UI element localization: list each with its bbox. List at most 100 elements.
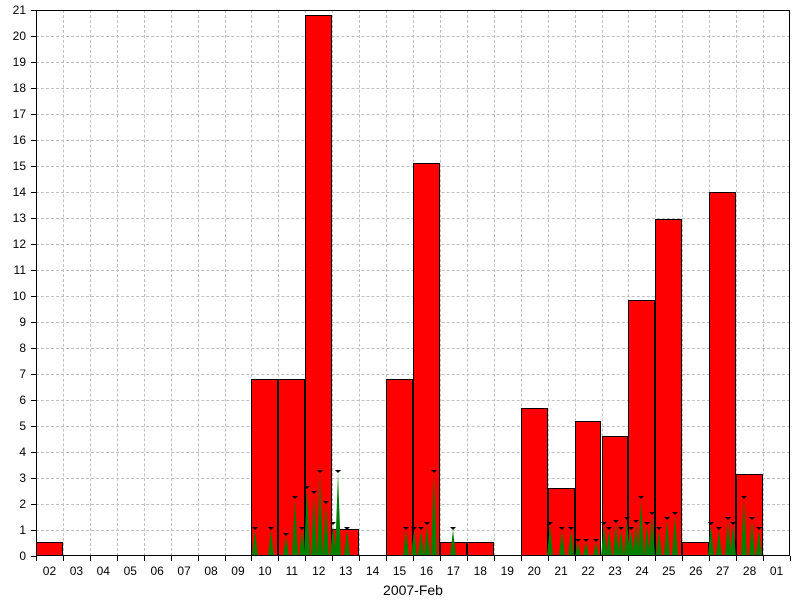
- y-tick-mark: [31, 166, 36, 167]
- spike: [749, 517, 755, 556]
- y-tick-label: 12: [0, 237, 26, 251]
- spike: [424, 522, 430, 556]
- x-tick-mark: [63, 556, 64, 561]
- x-tick-mark: [90, 556, 91, 561]
- bar: [386, 379, 413, 556]
- x-tick-mark: [467, 556, 468, 561]
- x-tick-mark: [494, 556, 495, 561]
- grid-line-vertical: [90, 10, 91, 556]
- x-tick-label: 10: [258, 564, 271, 578]
- spike: [568, 527, 574, 556]
- x-tick-label: 03: [70, 564, 83, 578]
- x-tick-label: 23: [608, 564, 621, 578]
- bar: [709, 192, 736, 556]
- x-tick-label: 07: [177, 564, 190, 578]
- bar: [521, 408, 548, 556]
- y-tick-mark: [31, 88, 36, 89]
- x-tick-mark: [144, 556, 145, 561]
- spike: [593, 539, 599, 556]
- x-tick-mark: [548, 556, 549, 561]
- y-tick-mark: [31, 114, 36, 115]
- y-tick-mark: [31, 478, 36, 479]
- y-tick-label: 2: [0, 497, 26, 511]
- y-tick-mark: [31, 192, 36, 193]
- y-tick-mark: [31, 530, 36, 531]
- x-tick-mark: [117, 556, 118, 561]
- y-tick-label: 3: [0, 471, 26, 485]
- grid-line-vertical: [763, 10, 764, 556]
- spike: [252, 527, 258, 556]
- x-tick-mark: [386, 556, 387, 561]
- x-tick-label: 14: [366, 564, 379, 578]
- spike: [418, 527, 424, 556]
- x-tick-label: 22: [581, 564, 594, 578]
- y-tick-label: 0: [0, 549, 26, 563]
- spike: [656, 527, 662, 556]
- x-tick-label: 08: [204, 564, 217, 578]
- y-tick-label: 8: [0, 341, 26, 355]
- x-tick-mark: [413, 556, 414, 561]
- x-tick-mark: [575, 556, 576, 561]
- spike: [304, 486, 310, 556]
- y-tick-mark: [31, 218, 36, 219]
- grid-line-vertical: [63, 10, 64, 556]
- x-tick-mark: [305, 556, 306, 561]
- spike: [730, 522, 736, 556]
- grid-line-vertical: [467, 10, 468, 556]
- spike: [268, 527, 274, 556]
- x-tick-label: 18: [474, 564, 487, 578]
- grid-line-vertical: [359, 10, 360, 556]
- y-tick-label: 4: [0, 445, 26, 459]
- spike: [283, 533, 289, 556]
- y-tick-mark: [31, 296, 36, 297]
- x-tick-mark: [628, 556, 629, 561]
- spike: [317, 470, 323, 556]
- y-tick-label: 16: [0, 133, 26, 147]
- grid-line-vertical: [225, 10, 226, 556]
- spike: [411, 527, 417, 556]
- x-tick-label: 16: [420, 564, 433, 578]
- x-tick-label: 04: [97, 564, 110, 578]
- grid-line-vertical: [440, 10, 441, 556]
- y-tick-mark: [31, 426, 36, 427]
- x-tick-label: 09: [231, 564, 244, 578]
- spike: [323, 501, 329, 556]
- y-tick-mark: [31, 348, 36, 349]
- x-tick-label: 27: [716, 564, 729, 578]
- x-tick-mark: [278, 556, 279, 561]
- bar: [36, 542, 63, 556]
- bar: [655, 219, 682, 556]
- bar: [575, 421, 602, 556]
- y-tick-label: 15: [0, 159, 26, 173]
- x-tick-label: 25: [662, 564, 675, 578]
- x-tick-label: 02: [43, 564, 56, 578]
- y-tick-label: 1: [0, 523, 26, 537]
- y-tick-mark: [31, 452, 36, 453]
- y-tick-mark: [31, 244, 36, 245]
- spike: [606, 527, 612, 556]
- y-tick-label: 21: [0, 3, 26, 17]
- x-tick-label: 21: [554, 564, 567, 578]
- bar: [682, 542, 709, 556]
- spike: [344, 527, 350, 556]
- x-tick-label: 12: [312, 564, 325, 578]
- x-tick-mark: [682, 556, 683, 561]
- y-tick-mark: [31, 140, 36, 141]
- spike: [716, 527, 722, 556]
- spike: [583, 539, 589, 556]
- grid-line-vertical: [144, 10, 145, 556]
- spike: [335, 470, 341, 556]
- x-tick-mark: [655, 556, 656, 561]
- x-tick-label: 15: [393, 564, 406, 578]
- spike: [664, 517, 670, 556]
- spike: [431, 470, 437, 556]
- spike: [708, 522, 714, 556]
- spike: [649, 512, 655, 556]
- x-tick-mark: [736, 556, 737, 561]
- y-tick-label: 6: [0, 393, 26, 407]
- y-tick-label: 13: [0, 211, 26, 225]
- spike: [547, 522, 553, 556]
- x-tick-label: 26: [689, 564, 702, 578]
- y-tick-mark: [31, 400, 36, 401]
- x-tick-mark: [709, 556, 710, 561]
